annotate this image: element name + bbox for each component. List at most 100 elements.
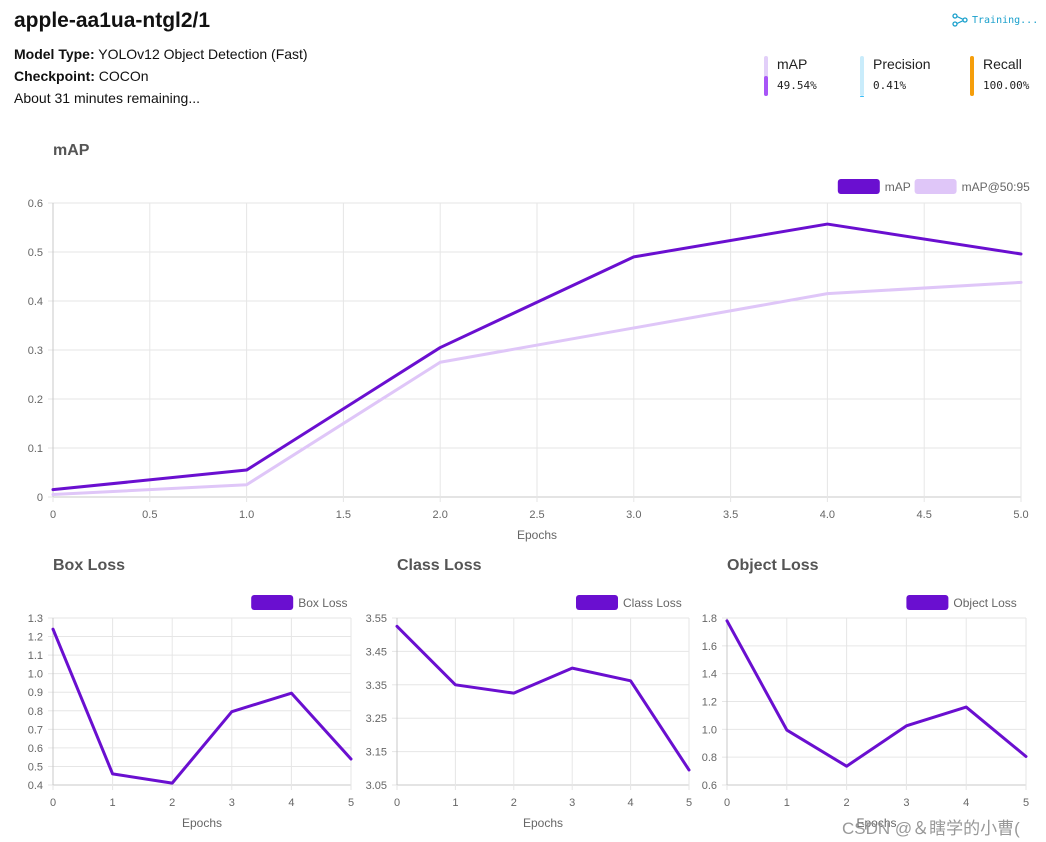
y-tick-label: 3.15 (366, 747, 387, 759)
x-axis-label: Epochs (856, 816, 896, 830)
x-tick-label: 1 (784, 797, 790, 809)
y-tick-label: 0.5 (28, 247, 43, 259)
y-tick-label: 0.2 (28, 394, 43, 406)
metric-label: mAP (777, 56, 808, 72)
object-loss-chart: 0.6 0.8 1.0 1.2 1.4 1.6 1.8 0 1 2 3 4 5 Epochs Object … (702, 595, 1029, 830)
y-tick-label: 0.9 (28, 687, 43, 699)
y-tick-label: 1.2 (702, 697, 717, 709)
y-tick-label: 1.0 (28, 669, 43, 681)
y-tick-label: 0.7 (28, 724, 43, 736)
y-tick-label: 0.8 (702, 752, 717, 764)
y-tick-label: 0.3 (28, 345, 43, 357)
y-tick-label: 3.45 (366, 646, 387, 658)
class-loss-chart: 3.05 3.15 3.25 3.35 3.45 3.55 0 1 2 3 4 5 Epochs Clas… (366, 595, 692, 830)
legend-swatch (906, 595, 949, 610)
y-tick-label: 3.05 (366, 780, 387, 792)
x-tick-label: 4 (963, 797, 969, 809)
map-chart: 0 0.1 0.2 0.3 0.4 0.5 0.6 0 0.5 1.0 1.5 2.0 2.5 3.0 3.… (28, 179, 1031, 542)
y-tick-label: 1.3 (28, 613, 43, 625)
metric-value: 49.54% (777, 79, 817, 92)
y-tick-label: 0.8 (28, 706, 43, 718)
legend-swatch (914, 179, 957, 194)
metric-value: 100.00% (983, 79, 1030, 92)
metric-bar-fill (970, 56, 974, 96)
legend-label: mAP (885, 180, 911, 194)
x-tick-label: 5 (686, 797, 692, 809)
object-loss-chart-title: Object Loss (727, 557, 819, 574)
y-tick-label: 1.8 (702, 613, 717, 625)
y-tick-label: 3.55 (366, 613, 387, 625)
x-tick-label: 2 (169, 797, 175, 809)
x-tick-label: 2.0 (433, 509, 448, 521)
y-tick-label: 1.6 (702, 641, 717, 653)
model-type: Model Type: YOLOv12 Object Detection (Fa… (14, 46, 308, 62)
legend-label: mAP@50:95 (962, 180, 1031, 194)
x-tick-label: 3 (229, 797, 235, 809)
x-axis-label: Epochs (523, 816, 563, 830)
x-tick-label: 0 (724, 797, 730, 809)
y-tick-label: 1.4 (702, 669, 717, 681)
metric-label: Recall (983, 56, 1022, 72)
series-line-object-loss (725, 619, 1028, 768)
class-loss-chart-title: Class Loss (397, 557, 482, 574)
x-tick-label: 2.5 (529, 509, 544, 521)
y-tick-label: 1.1 (28, 650, 43, 662)
watermark: CSDN @＆瞎学的小曹( (842, 819, 1020, 838)
legend-swatch (837, 179, 880, 194)
legend-label: Box Loss (298, 596, 347, 610)
metric-bar (970, 56, 974, 96)
legend-label: Object Loss (953, 596, 1016, 610)
x-tick-label: 3 (903, 797, 909, 809)
x-tick-label: 1 (452, 797, 458, 809)
x-tick-label: 5 (348, 797, 354, 809)
y-tick-label: 0.1 (28, 443, 43, 455)
box-loss-chart-title: Box Loss (53, 557, 126, 574)
checkpoint-value: COCOn (98, 68, 149, 84)
metric-bar (860, 56, 864, 96)
x-axis-label: Epochs (517, 528, 557, 542)
x-tick-label: 4 (628, 797, 634, 809)
x-tick-label: 4 (288, 797, 294, 809)
legend-swatch (576, 595, 618, 610)
series-line-map-50-95 (51, 280, 1023, 497)
legend-swatch (251, 595, 294, 610)
x-tick-label: 2 (844, 797, 850, 809)
metric-bar-fill (764, 76, 768, 96)
y-tick-label: 3.35 (366, 680, 387, 692)
x-tick-label: 5 (1023, 797, 1029, 809)
series-line-box-loss (51, 627, 353, 785)
y-tick-label: 1.2 (28, 632, 43, 644)
x-tick-label: 1.5 (336, 509, 351, 521)
checkpoint-label: Checkpoint: (14, 68, 95, 84)
x-tick-label: 1.0 (239, 509, 254, 521)
y-tick-label: 0.6 (28, 743, 43, 755)
y-tick-label: 0.5 (28, 761, 43, 773)
x-tick-label: 2 (511, 797, 517, 809)
x-tick-label: 1 (110, 797, 116, 809)
metric-label: Precision (873, 56, 931, 72)
x-tick-label: 3.5 (723, 509, 738, 521)
x-tick-label: 4.0 (820, 509, 835, 521)
page-title: apple-aa1ua-ntgl2/1 (14, 9, 211, 32)
x-tick-label: 0 (394, 797, 400, 809)
model-type-value: YOLOv12 Object Detection (Fast) (98, 46, 308, 62)
x-tick-label: 3.0 (626, 509, 641, 521)
x-tick-label: 4.5 (917, 509, 932, 521)
series-line-map (51, 222, 1023, 492)
status-text: Training... (972, 14, 1039, 26)
metric-value: 0.41% (873, 79, 907, 92)
x-tick-label: 0.5 (142, 509, 157, 521)
remaining-time: About 31 minutes remaining... (14, 90, 200, 106)
model-type-label: Model Type: (14, 46, 95, 62)
x-tick-label: 3 (569, 797, 575, 809)
y-tick-label: 0.6 (28, 198, 43, 210)
y-tick-label: 1.0 (702, 724, 717, 736)
x-tick-label: 0 (50, 509, 56, 521)
x-axis-label: Epochs (182, 816, 222, 830)
map-chart-title: mAP (53, 142, 90, 159)
y-tick-label: 0 (37, 492, 43, 504)
y-tick-label: 3.25 (366, 713, 387, 725)
legend-label: Class Loss (623, 596, 682, 610)
box-loss-chart: 0.4 0.5 0.6 0.7 0.8 0.9 1.0 1.1 1.2 1.3 0 1 2 3 4 5 Epoc… (28, 595, 354, 830)
x-tick-label: 0 (50, 797, 56, 809)
